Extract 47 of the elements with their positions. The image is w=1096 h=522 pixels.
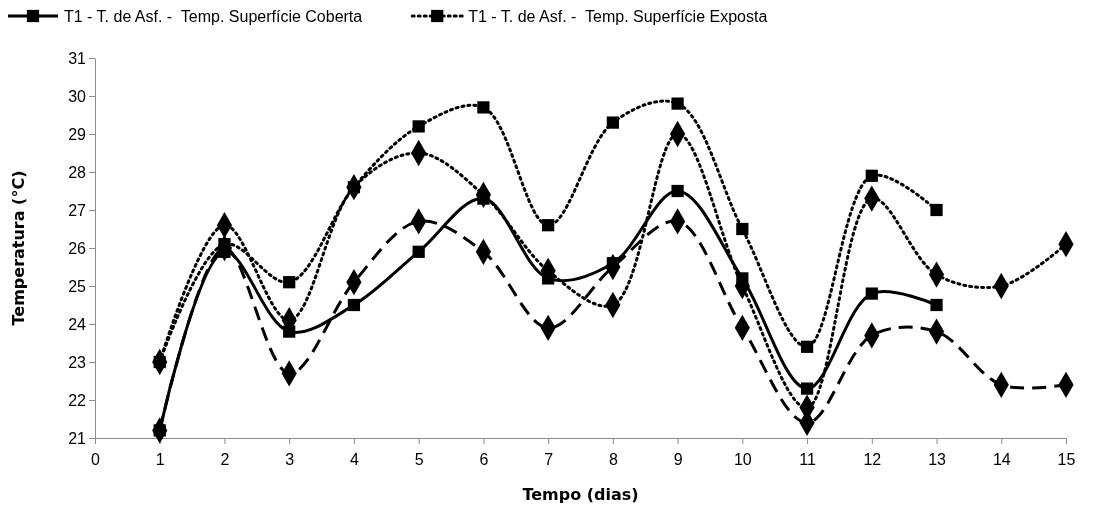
x-tick-label: 12 bbox=[863, 450, 882, 468]
legend-label: T1 - T. de Asf. - Temp. Superfície Coberta bbox=[64, 8, 363, 25]
x-axis-title: Tempo (dias) bbox=[522, 485, 639, 504]
y-tick-label: 23 bbox=[68, 353, 87, 371]
point bbox=[865, 287, 878, 300]
x-tick-label: 1 bbox=[155, 450, 165, 468]
x-tick-label: 5 bbox=[414, 450, 424, 468]
x-tick-label: 11 bbox=[799, 450, 816, 468]
y-tick-label: 27 bbox=[68, 201, 87, 219]
point bbox=[736, 222, 749, 236]
x-tick-label: 4 bbox=[349, 450, 359, 468]
y-tick-label: 30 bbox=[68, 87, 87, 105]
x-tick-label: 8 bbox=[608, 450, 618, 468]
x-tick-label: 3 bbox=[285, 450, 295, 468]
point bbox=[930, 203, 943, 217]
point bbox=[800, 382, 814, 395]
point bbox=[412, 245, 425, 258]
x-tick-label: 6 bbox=[479, 450, 489, 468]
y-tick-label: 28 bbox=[68, 163, 87, 181]
y-tick-label: 26 bbox=[68, 239, 87, 257]
y-tick-label: 29 bbox=[68, 125, 87, 143]
x-tick-label: 14 bbox=[992, 450, 1011, 468]
y-tick-label: 22 bbox=[68, 391, 87, 409]
y-tick-label: 31 bbox=[68, 49, 87, 67]
point bbox=[865, 169, 878, 182]
x-tick-label: 15 bbox=[1057, 450, 1076, 468]
x-tick-label: 2 bbox=[220, 450, 230, 468]
point bbox=[800, 340, 814, 353]
y-tick-label: 21 bbox=[68, 429, 87, 447]
x-tick-label: 7 bbox=[544, 450, 554, 468]
y-tick-label: 24 bbox=[68, 315, 87, 333]
x-tick-label: 0 bbox=[91, 450, 101, 468]
point bbox=[477, 101, 490, 114]
y-tick-label: 25 bbox=[68, 277, 87, 295]
point bbox=[283, 276, 296, 289]
point bbox=[347, 298, 361, 312]
x-tick-label: 13 bbox=[928, 450, 947, 468]
legend-label: T1 - T. de Asf. - Temp. Superfície Exposta bbox=[468, 8, 768, 25]
point bbox=[412, 120, 425, 133]
x-tick-label: 10 bbox=[733, 450, 752, 468]
y-axis-title: Temperatura (°C) bbox=[9, 170, 28, 326]
x-tick-label: 9 bbox=[673, 450, 683, 468]
point bbox=[606, 116, 619, 129]
point bbox=[671, 184, 684, 198]
point bbox=[671, 97, 684, 110]
point bbox=[542, 219, 555, 232]
point bbox=[930, 298, 943, 312]
